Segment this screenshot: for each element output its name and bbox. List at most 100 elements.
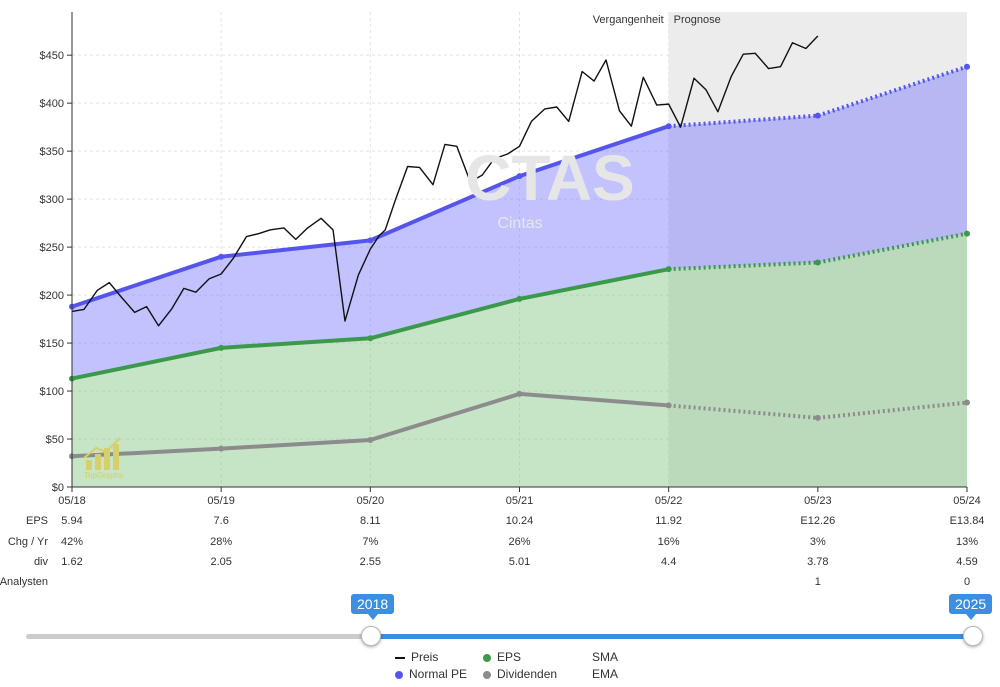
table-cell: 0 [964, 576, 970, 588]
eps-point [367, 335, 374, 342]
table-cell: 16% [658, 536, 680, 548]
legend-item[interactable]: EPS [483, 650, 521, 664]
series-lines [69, 35, 970, 460]
legend-marker [483, 670, 491, 679]
area-fills [72, 66, 967, 487]
topgraphs-logo: TopGraphs [83, 437, 123, 480]
dividends-point [367, 436, 374, 443]
normal-pe-point [814, 112, 821, 119]
y-tick-label: $0 [52, 482, 64, 494]
table-cell: 11.92 [655, 515, 682, 527]
logo-text: TopGraphs [84, 471, 123, 480]
year-range-slider[interactable]: 2018 2025 [0, 590, 1000, 650]
normal-pe-point [516, 173, 523, 180]
y-axis-labels: $0 $50 $100 $150 $200 $250 $300 $350 $400 $450 [40, 50, 64, 494]
x-tick-label: 05/21 [506, 495, 534, 507]
legend-item[interactable]: EMA [578, 667, 618, 681]
dividends-point [964, 399, 970, 406]
slider-max-label: 2025 [949, 594, 993, 620]
table-cell: 10.24 [506, 515, 534, 527]
eps-point [665, 266, 672, 273]
table-cell: 8.11 [360, 515, 381, 527]
legend-marker [395, 656, 405, 659]
legend-item[interactable]: SMA [578, 650, 618, 664]
table-cell: 5.94 [61, 515, 82, 527]
table-cell: E12.26 [800, 515, 835, 527]
axes [67, 12, 968, 492]
dividends-point [218, 445, 225, 452]
eps-point [516, 295, 523, 302]
table-cell: 26% [508, 536, 530, 548]
eps-point [814, 259, 821, 266]
legend-label: EPS [497, 650, 522, 664]
x-tick-label: 05/23 [804, 495, 832, 507]
legend-label: Normal PE [409, 667, 468, 681]
y-tick-label: $450 [40, 50, 64, 62]
legend-marker [395, 670, 403, 679]
x-tick-label: 05/20 [357, 495, 385, 507]
slider-selected-range [370, 634, 972, 639]
forecast-shade [668, 12, 967, 487]
eps-point [218, 344, 225, 351]
table-cell: 3% [810, 536, 826, 548]
x-tick-label: 05/24 [953, 495, 981, 507]
table-row-label: Chg / Yr [8, 536, 48, 548]
normal-pe-point [218, 253, 225, 260]
table-cell: 5.01 [509, 556, 530, 568]
legend-label: SMA [592, 650, 619, 664]
watermark-ticker: CTAS [465, 142, 634, 214]
table-cell: 7.6 [214, 515, 229, 527]
normal-pe-point [665, 123, 672, 130]
data-table: EPS 5.94 7.6 8.11 10.24 11.92 E12.26 E13.84 Chg … [0, 515, 984, 588]
eps-forecast-line [668, 231, 968, 272]
table-cell: 42% [61, 536, 83, 548]
x-tick-label: 05/18 [58, 495, 86, 507]
x-tick-label: 05/19 [207, 495, 235, 507]
table-cell: E13.84 [950, 515, 985, 527]
normal-pe-point [964, 63, 970, 70]
table-cell: 13% [956, 536, 978, 548]
table-cell: 28% [210, 536, 232, 548]
watermark-company: Cintas [497, 215, 542, 232]
forecast-label: Prognose [674, 14, 721, 26]
y-tick-label: $350 [40, 146, 64, 158]
y-tick-label: $250 [40, 242, 64, 254]
y-tick-label: $50 [46, 434, 64, 446]
table-row-label: div [34, 556, 49, 568]
legend-label: Dividenden [497, 667, 558, 681]
x-axis-labels: 05/18 05/19 05/20 05/21 05/22 05/23 05/24 [58, 495, 981, 507]
table-cell: 3.78 [807, 556, 828, 568]
eps-point [964, 230, 970, 237]
y-tick-label: $150 [40, 338, 64, 350]
y-tick-label: $200 [40, 290, 64, 302]
legend-item[interactable]: Preis [395, 650, 438, 664]
normal-pe-area [72, 66, 967, 379]
legend-marker [483, 653, 491, 662]
y-tick-label: $100 [40, 386, 64, 398]
legend-label: EMA [592, 667, 619, 681]
x-tick-label: 05/22 [655, 495, 683, 507]
past-label: Vergangenheit [593, 14, 664, 26]
slider-max-handle[interactable] [963, 626, 983, 646]
dividends-point [665, 402, 672, 409]
table-cell: 2.05 [210, 556, 231, 568]
eps-area [72, 233, 967, 487]
legend-label: Preis [411, 650, 439, 664]
table-cell: 4.4 [661, 556, 676, 568]
table-cell: 2.55 [360, 556, 381, 568]
slider-min-label: 2018 [351, 594, 395, 620]
table-row-label: EPS [26, 515, 48, 527]
y-tick-label: $300 [40, 194, 64, 206]
table-cell: 7% [362, 536, 378, 548]
slider-min-handle[interactable] [361, 626, 381, 646]
table-cell: 4.59 [956, 556, 977, 568]
watermark: CTAS Cintas TopGraphs [83, 142, 635, 480]
table-cell: 1 [815, 576, 821, 588]
legend-item[interactable]: Dividenden [483, 667, 557, 681]
legend-item[interactable]: Normal PE [395, 667, 467, 681]
dividends-point [516, 390, 523, 397]
y-tick-label: $400 [40, 98, 64, 110]
price-line [71, 35, 819, 327]
table-row-label: Analysten [0, 576, 48, 588]
price-chart: CTAS Cintas TopGraphs $0$50$100$150$200$… [0, 12, 984, 588]
